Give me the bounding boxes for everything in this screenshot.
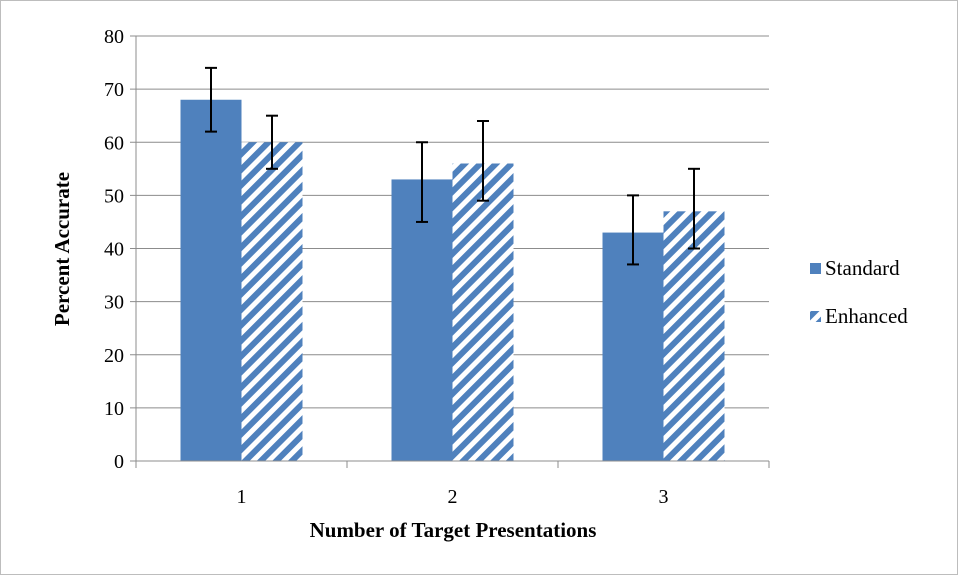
y-tick-label: 20 [104,345,124,367]
bar-standard-3 [602,232,664,461]
x-tick-label: 2 [448,486,458,508]
bar-enhanced-3 [663,211,725,461]
y-tick-label: 40 [104,239,124,261]
bar-enhanced-2 [452,163,514,461]
y-tick-label: 50 [104,185,124,207]
tick-labels: 0 10 20 30 40 50 60 70 80 1 2 3 [104,26,669,508]
y-axis-title: Percent Accurate [50,172,74,326]
legend-swatch-standard [810,263,821,274]
legend-swatch-enhanced [810,311,821,322]
x-tick-label: 1 [237,486,247,508]
bars [180,99,725,461]
y-tick-label: 70 [104,79,124,101]
bar-standard-2 [391,179,453,461]
axes [130,35,770,468]
y-tick-label: 60 [104,132,124,154]
legend-label-enhanced: Enhanced [825,304,908,328]
bar-standard-1 [180,99,242,461]
legend: Standard Enhanced [810,256,908,328]
y-tick-label: 0 [114,451,124,473]
x-axis-title: Number of Target Presentations [310,518,597,542]
y-tick-label: 30 [104,292,124,314]
x-tick-label: 3 [659,486,669,508]
y-tick-label: 80 [104,26,124,48]
y-tick-label: 10 [104,398,124,420]
error-bars [205,66,700,266]
bar-enhanced-1 [241,142,303,461]
legend-label-standard: Standard [825,256,900,280]
